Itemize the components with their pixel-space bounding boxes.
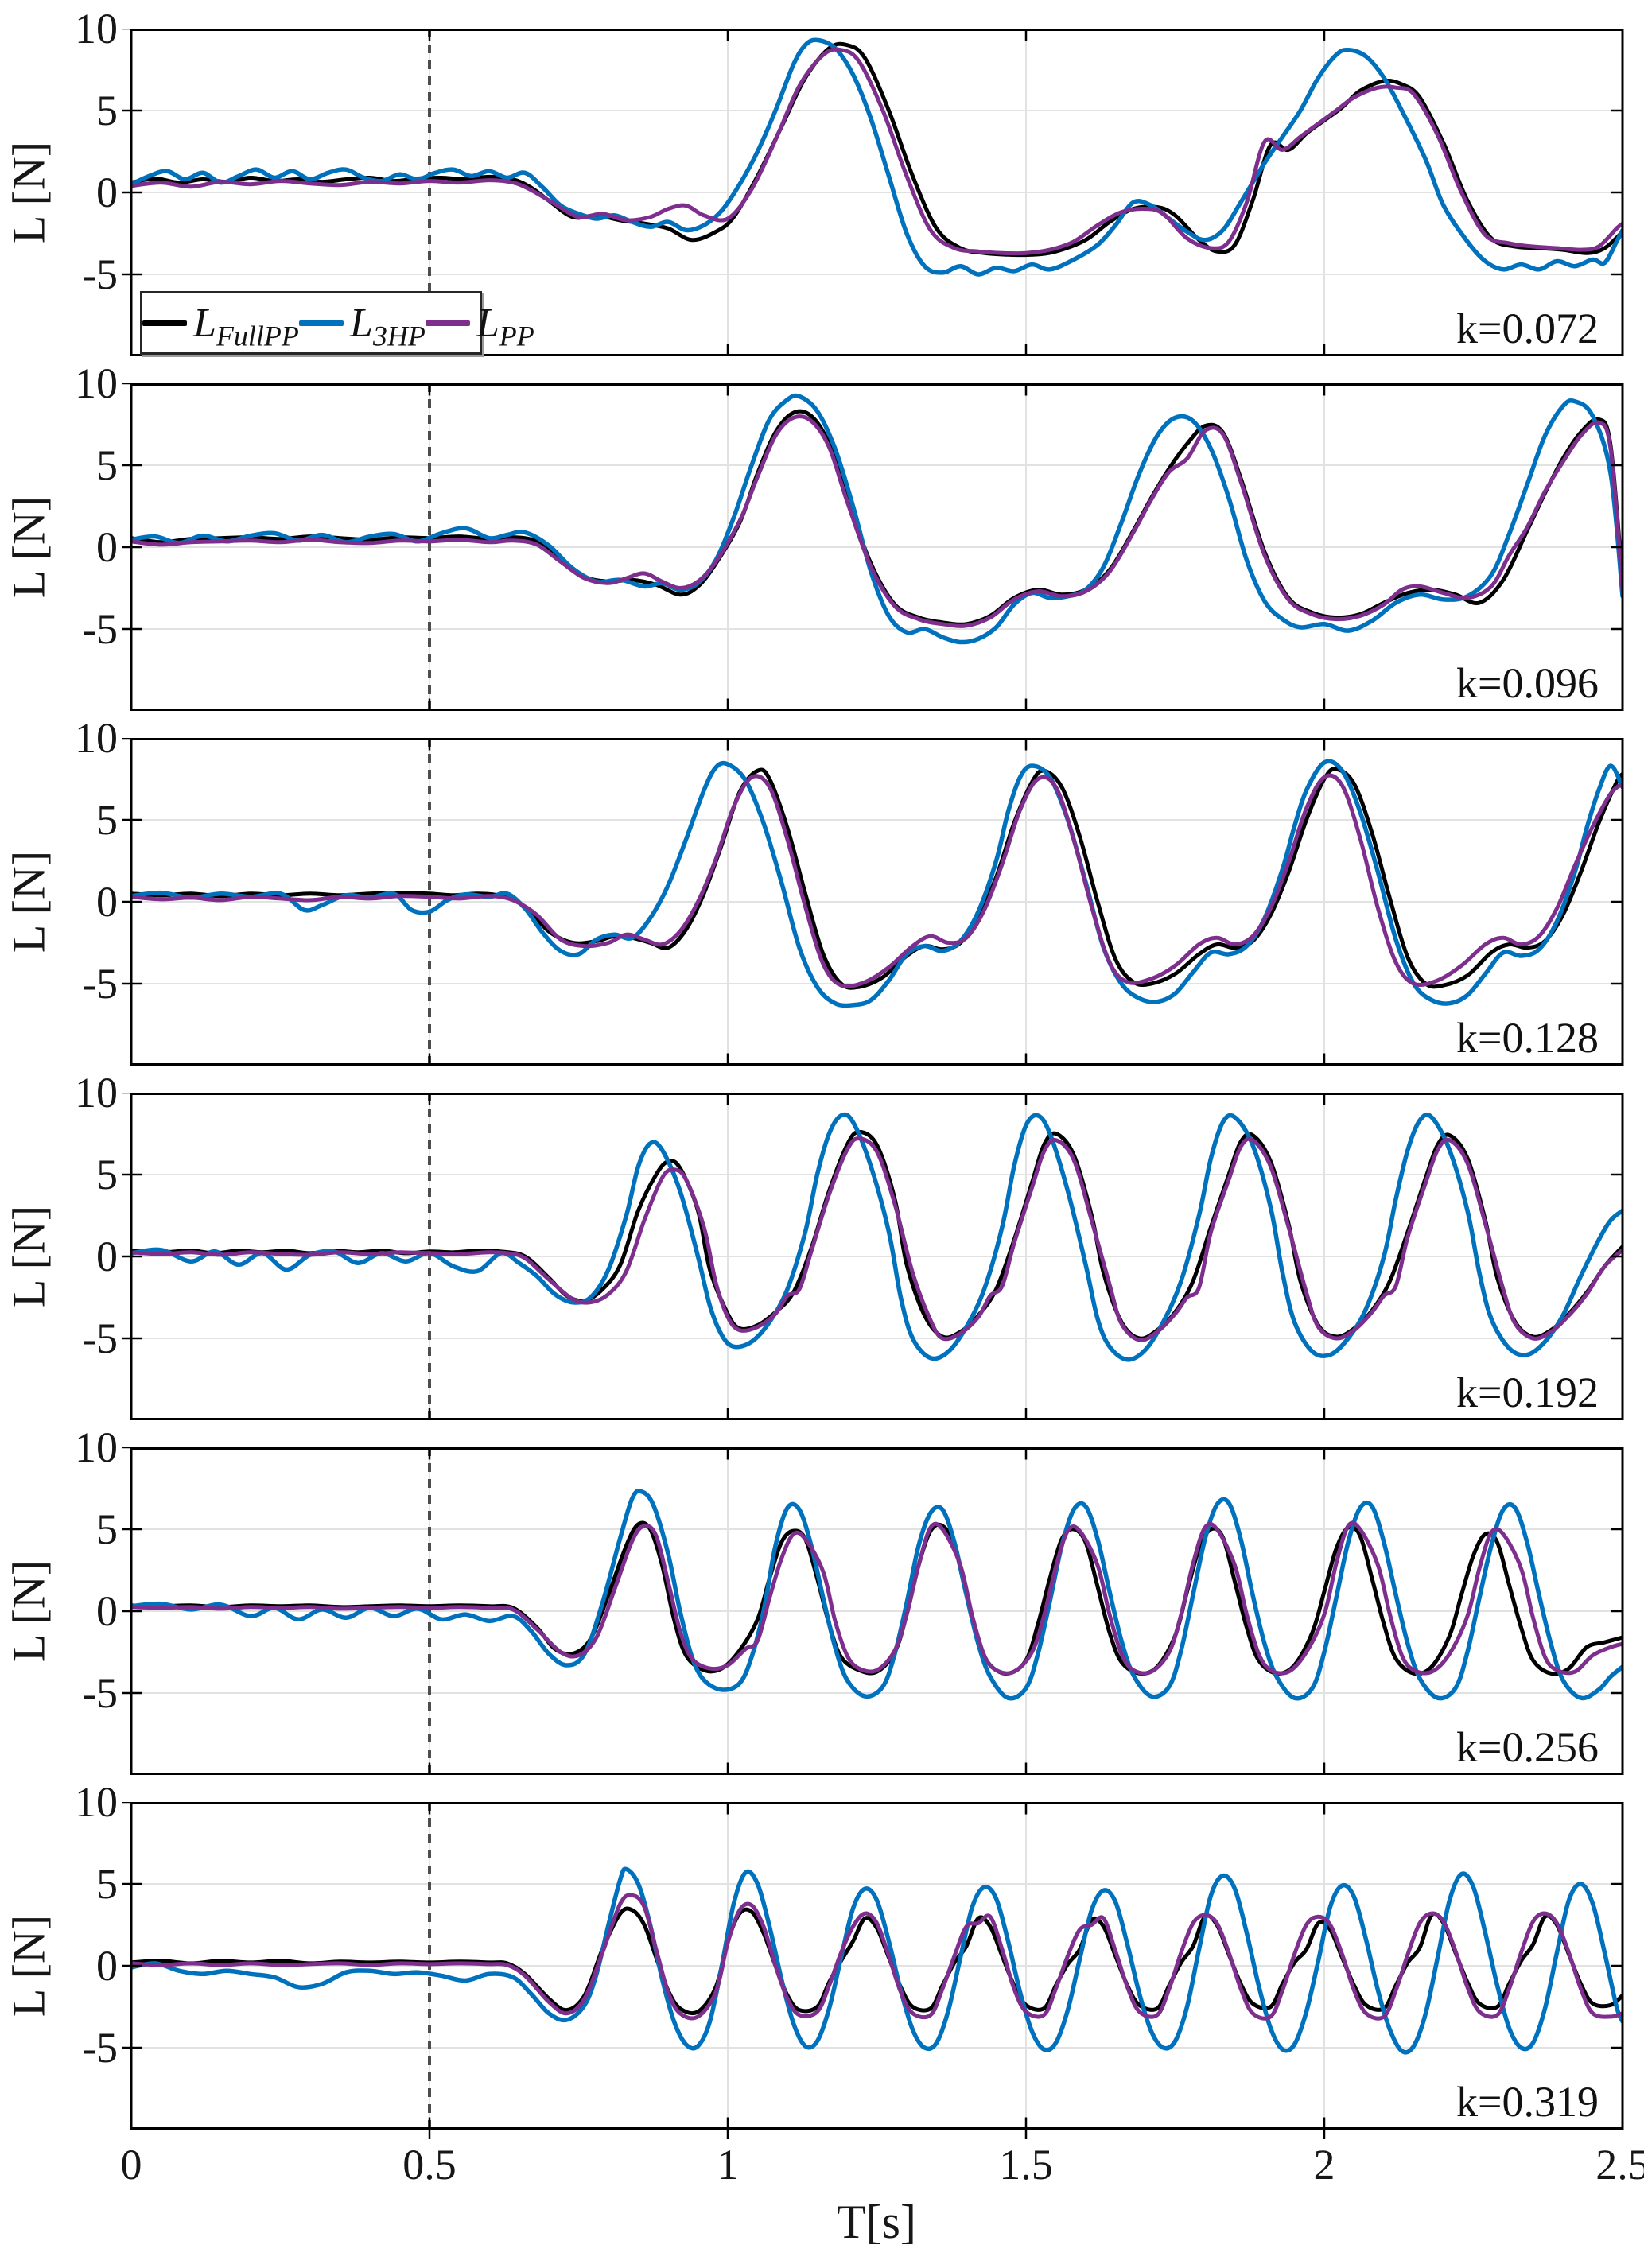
y-axis-title: L [N] xyxy=(2,850,55,953)
k-annotation: k=0.256 xyxy=(1456,1723,1599,1771)
y-tick-label: -5 xyxy=(82,605,118,653)
series-path-L3HP xyxy=(131,37,1623,277)
series-path-L3HP xyxy=(131,1489,1623,1701)
legend: LFullPP L3HP LPP xyxy=(140,291,534,355)
subplot-4 xyxy=(122,1093,1624,1420)
legend-swatch-LFullPP xyxy=(142,320,187,326)
y-tick-label: -5 xyxy=(82,1669,118,1717)
subplot-1 xyxy=(122,29,1624,356)
y-tick-label: 5 xyxy=(96,1151,118,1198)
legend-label-LPP: LPP xyxy=(476,300,534,351)
y-tick-label: 0 xyxy=(96,878,118,926)
legend-swatch-L3HP xyxy=(298,320,344,326)
subplot-2 xyxy=(122,383,1624,711)
y-axis-title: L [N] xyxy=(2,1914,55,2018)
series-path-LFullPP xyxy=(131,1129,1623,1341)
y-axis-title: L [N] xyxy=(2,1559,55,1663)
y-tick-label: 10 xyxy=(75,714,118,762)
k-annotation: k=0.096 xyxy=(1456,659,1599,707)
y-tick-label: 5 xyxy=(96,1860,118,1908)
y-tick-label: -5 xyxy=(82,2024,118,2072)
x-axis-title: T[s] xyxy=(837,2196,916,2248)
x-tick-label: 2 xyxy=(1313,2141,1335,2188)
subplot-5 xyxy=(122,1447,1624,1775)
legend-item-L3HP: L3HP xyxy=(298,300,426,351)
y-axis-title: L [N] xyxy=(2,141,55,244)
y-axis-title: L [N] xyxy=(2,495,55,599)
y-tick-label: 0 xyxy=(96,523,118,571)
y-tick-label: 0 xyxy=(96,1587,118,1635)
y-tick-label: 10 xyxy=(75,359,118,407)
series-path-LPP xyxy=(131,1893,1623,2021)
series-path-L3HP xyxy=(131,1866,1623,2055)
y-tick-label: 0 xyxy=(96,169,118,216)
x-tick-label: 1 xyxy=(717,2141,739,2188)
series-path-LPP xyxy=(131,414,1623,628)
y-tick-label: 10 xyxy=(75,1069,118,1117)
legend-item-LFullPP: LFullPP xyxy=(142,300,299,351)
series-path-LFullPP xyxy=(131,41,1623,258)
series-path-LPP xyxy=(131,773,1623,989)
y-tick-label: 5 xyxy=(96,87,118,134)
k-annotation: k=0.192 xyxy=(1456,1369,1599,1416)
series-path-L3HP xyxy=(131,393,1623,645)
subplot-6 xyxy=(122,1802,1624,2139)
legend-item-LPP: LPP xyxy=(425,300,534,351)
k-annotation: k=0.128 xyxy=(1456,1014,1599,1062)
y-tick-label: 0 xyxy=(96,1233,118,1280)
series-path-LPP xyxy=(131,47,1623,256)
series-path-LPP xyxy=(131,1136,1623,1342)
x-tick-label: 1.5 xyxy=(999,2141,1053,2188)
y-tick-label: -5 xyxy=(82,1315,118,1362)
y-axis-title: L [N] xyxy=(2,1205,55,1308)
y-tick-label: 10 xyxy=(75,1423,118,1471)
series-path-L3HP xyxy=(131,759,1623,1008)
subplot-3 xyxy=(122,738,1624,1066)
legend-label-LFullPP: LFullPP xyxy=(193,300,299,351)
y-tick-label: 10 xyxy=(75,1778,118,1826)
y-tick-label: -5 xyxy=(82,960,118,1008)
legend-label-L3HP: L3HP xyxy=(349,300,426,351)
y-tick-label: 5 xyxy=(96,796,118,844)
legend-swatch-LPP xyxy=(425,320,470,326)
series-path-LPP xyxy=(131,1520,1623,1676)
y-tick-label: 10 xyxy=(75,5,118,52)
y-tick-label: 0 xyxy=(96,1942,118,1990)
y-tick-label: 5 xyxy=(96,1505,118,1553)
k-annotation: k=0.319 xyxy=(1456,2078,1599,2126)
y-tick-label: 5 xyxy=(96,441,118,489)
y-tick-label: -5 xyxy=(82,250,118,298)
x-tick-label: 2.5 xyxy=(1595,2141,1644,2188)
x-tick-label: 0.5 xyxy=(402,2141,457,2188)
k-annotation: k=0.072 xyxy=(1456,305,1599,352)
x-tick-label: 0 xyxy=(120,2141,142,2188)
